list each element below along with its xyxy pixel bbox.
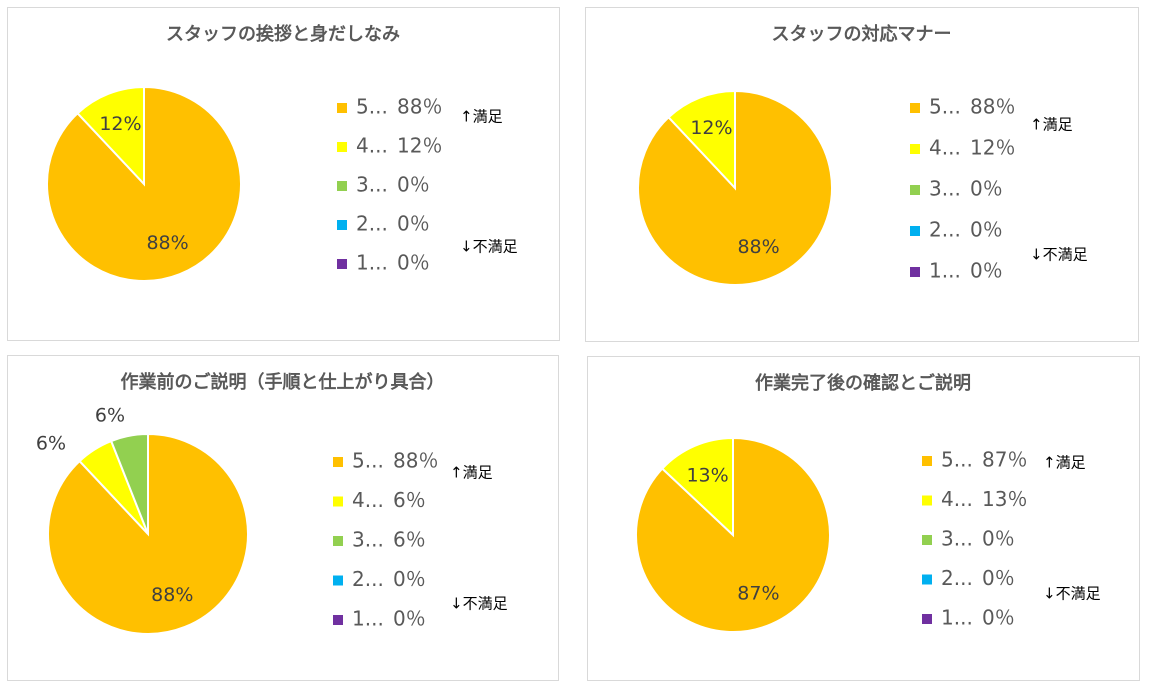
pie-slice [667, 89, 736, 191]
annotation: ↓不満足 [460, 238, 518, 256]
legend-value: 0％ [397, 173, 430, 197]
legend-label: 5... [941, 448, 973, 472]
annotation: ↓不満足 [450, 595, 508, 613]
data-label: 6% [95, 405, 125, 427]
legend-value: 0％ [393, 567, 426, 591]
data-label: 6% [36, 433, 66, 455]
legend-value: 0％ [982, 606, 1015, 630]
legend-value: 0％ [970, 177, 1003, 201]
legend-value: 0％ [397, 212, 430, 236]
legend-swatch [910, 267, 920, 277]
legend-label: 2... [929, 218, 961, 242]
legend-value: 6％ [393, 488, 426, 512]
legend-swatch [337, 220, 347, 230]
legend-swatch [922, 614, 932, 624]
pie-slice [76, 85, 145, 187]
annotation: ↓不満足 [1043, 585, 1101, 603]
legend-swatch [333, 575, 343, 586]
data-label: 12% [690, 117, 732, 139]
legend-swatch [910, 226, 920, 236]
data-label: 88% [151, 584, 193, 606]
legend-value: 0％ [393, 607, 426, 631]
legend-label: 1... [352, 607, 384, 631]
pie-slice [635, 436, 831, 633]
legend-value: 0％ [982, 566, 1015, 590]
legend-value: 88％ [970, 95, 1015, 119]
legend-label: 5... [352, 449, 384, 473]
legend-swatch [337, 142, 347, 152]
legend-label: 3... [929, 177, 961, 201]
data-label: 87% [737, 582, 779, 604]
legend-value: 12％ [397, 134, 442, 158]
chart-panel: スタッフの挨拶と身だしなみ 88% 5... 88％ 12% 4... 12％ 3... 0％ 2… [7, 7, 560, 341]
legend-label: 5... [356, 95, 388, 119]
legend-swatch [910, 103, 920, 113]
chart-title: 作業完了後の確認とご説明 [755, 372, 971, 394]
legend-label: 1... [356, 251, 388, 275]
legend-swatch [333, 615, 343, 625]
legend-label: 3... [941, 527, 973, 551]
legend-label: 4... [356, 134, 388, 158]
legend-swatch [337, 259, 347, 269]
chart-panel: 作業前のご説明（手順と仕上がり具合） 88% 5... 88％ 6% 4... 6％ 6% 3.… [7, 355, 559, 681]
legend-value: 87％ [982, 448, 1027, 472]
legend-label: 4... [941, 487, 973, 511]
legend-label: 5... [929, 95, 961, 119]
legend-label: 2... [356, 212, 388, 236]
legend-label: 1... [929, 259, 961, 283]
legend-swatch [922, 495, 932, 506]
legend-label: 2... [352, 567, 384, 591]
legend-swatch [337, 103, 347, 113]
legend-swatch [922, 456, 932, 466]
annotation: ↑満足 [450, 464, 493, 482]
legend-value: 88％ [393, 449, 438, 473]
legend-swatch [922, 574, 932, 585]
chart-title: スタッフの対応マナー [772, 23, 952, 45]
pie-slice [660, 436, 734, 538]
legend-value: 12％ [970, 136, 1015, 160]
legend-label: 4... [352, 488, 384, 512]
legend-swatch [333, 496, 343, 507]
legend-value: 88％ [397, 95, 442, 119]
legend-swatch [333, 536, 343, 546]
legend-label: 2... [941, 566, 973, 590]
legend-swatch [910, 185, 920, 195]
pie-slice [46, 85, 242, 282]
legend-swatch [337, 181, 347, 191]
legend-swatch [922, 535, 932, 545]
data-label: 12% [99, 113, 141, 135]
annotation: ↓不満足 [1030, 246, 1088, 264]
legend-value: 0％ [970, 259, 1003, 283]
chart-panel: 作業完了後の確認とご説明 87% 5... 87％ 13% 4... 13％ 3... 0％ 2.… [587, 356, 1140, 681]
legend-swatch [910, 144, 920, 154]
data-label: 13% [686, 465, 728, 487]
legend-value: 13％ [982, 487, 1027, 511]
annotation: ↑満足 [1030, 116, 1073, 134]
legend-label: 3... [352, 528, 384, 552]
legend-swatch [333, 457, 343, 467]
data-label: 88% [737, 236, 779, 258]
annotation: ↑満足 [460, 108, 503, 126]
legend-value: 0％ [970, 218, 1003, 242]
legend-label: 4... [929, 136, 961, 160]
legend-value: 0％ [982, 527, 1015, 551]
legend-value: 0％ [397, 251, 430, 275]
chart-title: 作業前のご説明（手順と仕上がり具合） [121, 371, 445, 393]
chart-title: スタッフの挨拶と身だしなみ [166, 23, 400, 45]
data-label: 88% [146, 232, 188, 254]
legend-value: 6％ [393, 528, 426, 552]
legend-label: 3... [356, 173, 388, 197]
chart-panel: スタッフの対応マナー 88% 5... 88％ 12% 4... 12％ 3... 0％ 2...… [585, 7, 1139, 342]
legend-label: 1... [941, 606, 973, 630]
annotation: ↑満足 [1043, 454, 1086, 472]
